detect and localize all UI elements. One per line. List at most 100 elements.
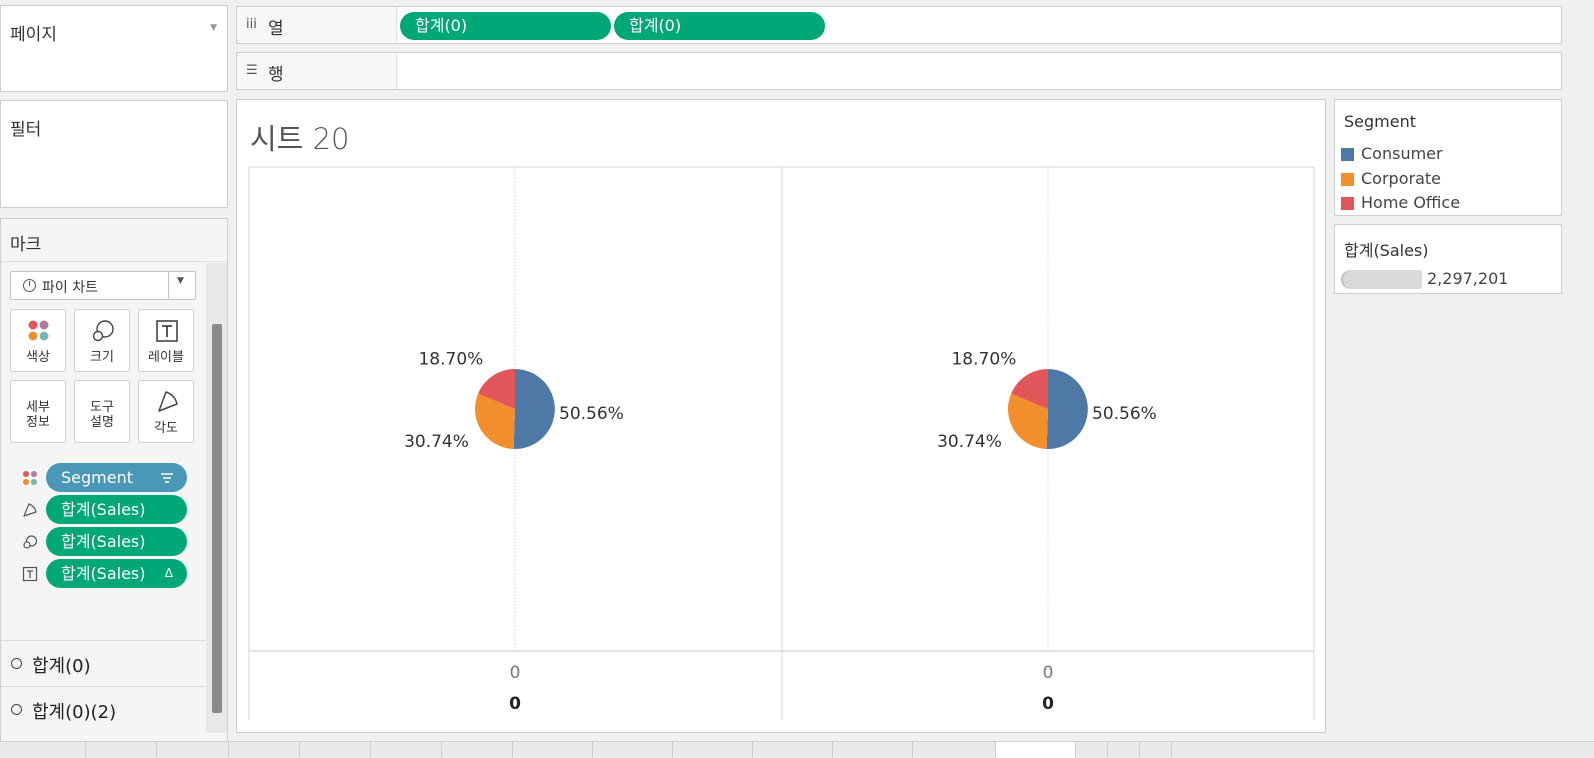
pie-slice-home-office xyxy=(1011,369,1048,409)
mark-type-dropdown[interactable]: 파이 차트 ▼ xyxy=(10,271,196,300)
columns-shelf[interactable]: iii 열 합계(0) 합계(0) xyxy=(236,6,1562,44)
pie-slice-label: 18.70% xyxy=(951,349,1016,369)
segment-color-pill-row[interactable]: Segment xyxy=(1,463,206,493)
sheet-tab[interactable] xyxy=(1140,742,1172,758)
angle-icon xyxy=(158,391,178,412)
size-label: 크기 xyxy=(90,350,114,365)
color-button[interactable]: 색상 xyxy=(10,309,66,372)
pie-slice-label: 50.56% xyxy=(559,404,624,424)
rows-label-text: 행 xyxy=(268,65,284,85)
segment-legend-title: Segment xyxy=(1344,112,1416,131)
sum0-2-section[interactable]: 합계(0)(2) xyxy=(1,686,206,732)
sheet-tab-active[interactable] xyxy=(996,742,1076,758)
sum0-section[interactable]: 합계(0) xyxy=(1,640,206,686)
detail-button[interactable]: 세부 정보 xyxy=(10,380,66,443)
x-axis-tick-label: 0 xyxy=(1043,663,1054,683)
sales-label-pill[interactable]: 합계(Sales) Δ xyxy=(46,559,187,588)
sales-size-pill-label: 합계(Sales) xyxy=(61,532,146,551)
sheet-tab[interactable] xyxy=(0,742,86,758)
segment-legend[interactable]: Segment Consumer Corporate Home Office xyxy=(1334,99,1562,216)
pie-slice-label: 50.56% xyxy=(1092,404,1157,424)
size-button[interactable]: 크기 xyxy=(74,309,130,372)
angle-label: 각도 xyxy=(154,421,178,436)
chevron-down-icon[interactable]: ▼ xyxy=(177,276,184,286)
x-axis-title: 0 xyxy=(1042,694,1054,714)
label-button[interactable]: 레이블 xyxy=(138,309,194,372)
color-icon xyxy=(23,471,37,485)
angle-button[interactable]: 각도 xyxy=(138,380,194,443)
tooltip-label-line2: 설명 xyxy=(90,415,114,430)
pie-charts: 50.56% 30.74% 18.70% 0 0 50.56% 30.74% 18.70% 0 0 xyxy=(248,166,1315,720)
tooltip-button[interactable]: 도구 설명 xyxy=(74,380,130,443)
chevron-down-icon[interactable]: ▼ xyxy=(210,23,217,33)
pages-card[interactable]: 페이지 ▼ xyxy=(0,5,228,92)
column-pill-sum0-2[interactable]: 합계(0) xyxy=(614,12,825,40)
rows-icon: ☰ xyxy=(246,63,258,78)
sheet-tab[interactable] xyxy=(300,742,371,758)
sheet-tab[interactable] xyxy=(1076,742,1108,758)
sheet-tab[interactable] xyxy=(442,742,513,758)
pie-slice-label: 18.70% xyxy=(418,349,483,369)
sheet-tab[interactable] xyxy=(86,742,157,758)
pie-chart-icon xyxy=(23,279,36,292)
sheet-tab-strip xyxy=(0,741,1594,758)
sales-label-pill-label: 합계(Sales) xyxy=(61,564,146,583)
sheet-tab[interactable] xyxy=(513,742,593,758)
angle-icon xyxy=(23,503,37,517)
legend-item-label: Home Office xyxy=(1361,193,1461,212)
sales-angle-pill-label: 합계(Sales) xyxy=(61,500,146,519)
rows-shelf[interactable]: ☰ 행 xyxy=(236,52,1562,90)
sheet-tab[interactable] xyxy=(229,742,300,758)
tooltip-label-line1: 도구 xyxy=(90,400,114,415)
detail-label-line2: 정보 xyxy=(26,415,50,430)
pie-slice-consumer xyxy=(1046,369,1088,449)
sales-label-pill-row[interactable]: 합계(Sales) Δ xyxy=(1,559,206,589)
segment-pill[interactable]: Segment xyxy=(46,463,187,492)
columns-shelf-label: iii 열 xyxy=(237,7,397,43)
sheet-tab[interactable] xyxy=(833,742,913,758)
worksheet-view[interactable]: 시트 20 50.56% 30.74% 18.70% 0 0 50.56% 30.74% 18… xyxy=(236,99,1326,733)
detail-label-line1: 세부 xyxy=(26,400,50,415)
size-legend-title: 합계(Sales) xyxy=(1344,241,1429,260)
sheet-tab[interactable] xyxy=(157,742,229,758)
legend-item-label: Corporate xyxy=(1361,169,1441,188)
color-icon xyxy=(28,320,49,341)
mark-type-label: 파이 차트 xyxy=(42,280,98,296)
marks-header: 마크 xyxy=(1,219,227,262)
tooltip-label: 도구 설명 xyxy=(75,400,129,430)
legend-swatch xyxy=(1341,148,1354,161)
sheet-tab[interactable] xyxy=(673,742,753,758)
sheet-tab[interactable] xyxy=(1108,742,1140,758)
x-axis-tick-label: 0 xyxy=(510,663,521,683)
segment-pill-label: Segment xyxy=(61,468,133,487)
sales-size-pill[interactable]: 합계(Sales) xyxy=(46,527,187,556)
size-legend-value: 2,297,201 xyxy=(1427,269,1509,288)
pie-slice-corporate xyxy=(474,393,515,449)
sheet-tab[interactable] xyxy=(593,742,673,758)
marks-scrollbar-thumb[interactable] xyxy=(212,324,222,713)
sheet-tab[interactable] xyxy=(913,742,996,758)
sheet-tab[interactable] xyxy=(371,742,442,758)
pie-slice-consumer xyxy=(513,369,555,449)
text-label-icon xyxy=(22,566,38,582)
pie-slice-label: 30.74% xyxy=(937,432,1002,452)
marks-title: 마크 xyxy=(10,235,42,255)
filters-card[interactable]: 필터 xyxy=(0,100,228,208)
delta-icon: Δ xyxy=(164,566,173,580)
columns-icon: iii xyxy=(246,17,257,32)
legend-swatch xyxy=(1341,197,1354,210)
size-legend[interactable]: 합계(Sales) 2,297,201 xyxy=(1334,224,1562,294)
marks-card: 마크 파이 차트 ▼ 색상 크기 레이블 세부 정보 도구 설명 xyxy=(0,218,228,745)
sheet-tab[interactable] xyxy=(753,742,833,758)
column-pill-sum0[interactable]: 합계(0) xyxy=(400,12,611,40)
color-label: 색상 xyxy=(26,350,50,365)
sales-angle-pill[interactable]: 합계(Sales) xyxy=(46,495,187,524)
sales-size-pill-row[interactable]: 합계(Sales) xyxy=(1,527,206,557)
sum0-2-section-label: 합계(0)(2) xyxy=(32,702,117,723)
legend-swatch xyxy=(1341,173,1354,186)
text-label-icon xyxy=(156,320,178,342)
columns-label-text: 열 xyxy=(268,19,284,39)
sales-angle-pill-row[interactable]: 합계(Sales) xyxy=(1,495,206,525)
label-label: 레이블 xyxy=(148,350,184,365)
pie-slice-label: 30.74% xyxy=(404,432,469,452)
